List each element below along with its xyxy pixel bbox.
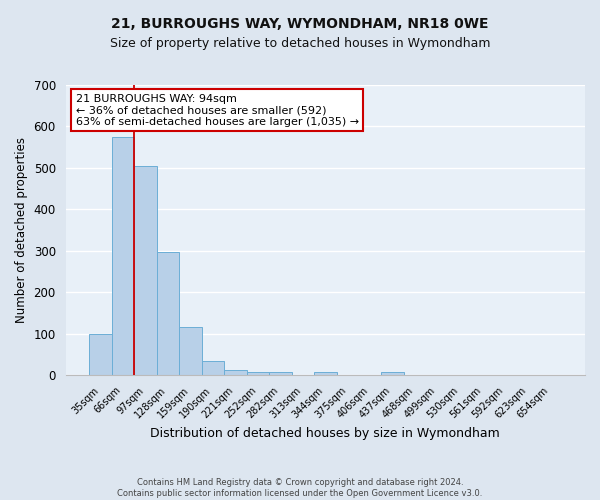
Bar	[224, 370, 247, 376]
Text: Size of property relative to detached houses in Wymondham: Size of property relative to detached ho…	[110, 38, 490, 51]
Bar	[269, 372, 292, 376]
X-axis label: Distribution of detached houses by size in Wymondham: Distribution of detached houses by size …	[151, 427, 500, 440]
Text: 21 BURROUGHS WAY: 94sqm
← 36% of detached houses are smaller (592)
63% of semi-d: 21 BURROUGHS WAY: 94sqm ← 36% of detache…	[76, 94, 359, 127]
Bar	[382, 372, 404, 376]
Bar	[314, 372, 337, 376]
Bar	[157, 252, 179, 376]
Bar	[89, 334, 112, 376]
Bar	[134, 166, 157, 376]
Y-axis label: Number of detached properties: Number of detached properties	[15, 137, 28, 323]
Bar	[179, 327, 202, 376]
Bar	[247, 372, 269, 376]
Text: 21, BURROUGHS WAY, WYMONDHAM, NR18 0WE: 21, BURROUGHS WAY, WYMONDHAM, NR18 0WE	[111, 18, 489, 32]
Text: Contains HM Land Registry data © Crown copyright and database right 2024.
Contai: Contains HM Land Registry data © Crown c…	[118, 478, 482, 498]
Bar	[112, 137, 134, 376]
Bar	[202, 361, 224, 376]
